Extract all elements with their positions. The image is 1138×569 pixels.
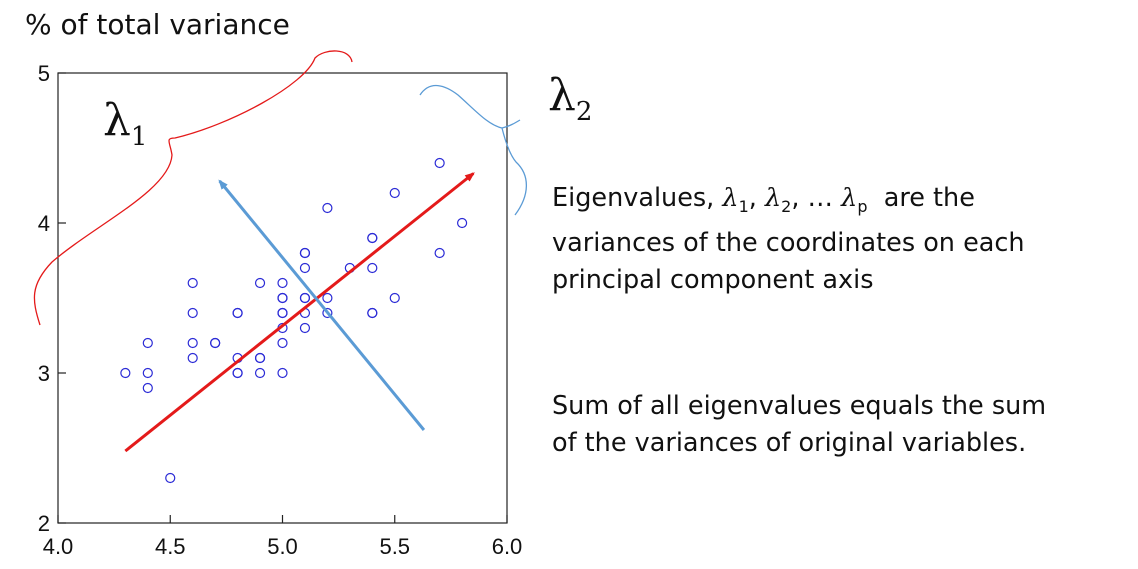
y-tick-label: 3 (38, 361, 50, 386)
x-tick-label: 5.5 (379, 534, 410, 559)
data-points (120, 157, 468, 484)
data-point (389, 187, 400, 199)
data-point (254, 352, 266, 364)
data-point (187, 307, 198, 319)
x-tick-label: 4.5 (155, 534, 186, 559)
data-point (142, 382, 153, 394)
data-point (322, 292, 333, 304)
data-point (299, 322, 311, 334)
eigenvalue-description: Eigenvalues, λ1, λ2, … λp are the varian… (552, 180, 1025, 299)
data-point (187, 337, 198, 349)
data-point (299, 262, 311, 274)
data-point (232, 367, 243, 379)
data-point (142, 367, 153, 379)
data-point (367, 232, 378, 244)
x-tick-label: 6.0 (492, 534, 523, 559)
data-point (165, 472, 176, 484)
sum-line-2: of the variances of original variables. (552, 428, 1027, 458)
sum-line-1: Sum of all eigenvalues equals the sum (552, 391, 1047, 421)
data-point (232, 307, 243, 319)
data-point (120, 367, 131, 379)
data-point (299, 292, 311, 304)
data-point (299, 247, 311, 259)
data-point (322, 307, 333, 319)
lambda2-label: λ2 (548, 70, 593, 127)
lambda1-label: λ1 (103, 95, 148, 152)
chart-title: % of total variance (25, 8, 290, 41)
data-point (322, 202, 333, 214)
sum-description: Sum of all eigenvalues equals the sum of… (552, 388, 1046, 462)
data-point (254, 277, 266, 289)
y-tick-label: 5 (38, 61, 50, 86)
data-point (367, 307, 378, 319)
y-tick-label: 4 (38, 211, 50, 236)
data-point (277, 307, 288, 319)
data-point (254, 367, 266, 379)
y-tick-label: 2 (38, 511, 50, 536)
data-point (142, 337, 153, 349)
data-point (457, 217, 468, 229)
lambda1-brace (33, 50, 353, 326)
data-point (389, 292, 400, 304)
x-tick-label: 4.0 (43, 534, 74, 559)
axis-ticks: 4.0 4.5 5.0 5.5 6.0 2 3 4 5 (38, 61, 523, 559)
data-point (210, 337, 221, 349)
pc2-arrow (218, 179, 426, 431)
data-point (367, 262, 378, 274)
eigenvalue-line-2: variances of the coordinates on each (552, 228, 1025, 259)
eigenvalue-line-3: principal component axis (552, 265, 874, 296)
data-point (434, 247, 445, 259)
data-point (277, 337, 288, 349)
eigenvalue-line-1: Eigenvalues, λ1, λ2, … λp are the (552, 183, 975, 217)
pc1-arrow (124, 172, 475, 453)
x-tick-label: 5.0 (267, 534, 298, 559)
data-point (434, 157, 445, 169)
data-point (187, 352, 198, 364)
lambda2-brace (419, 84, 527, 216)
data-point (277, 292, 288, 304)
data-point (277, 277, 288, 289)
data-point (187, 277, 198, 289)
data-point (277, 367, 288, 379)
